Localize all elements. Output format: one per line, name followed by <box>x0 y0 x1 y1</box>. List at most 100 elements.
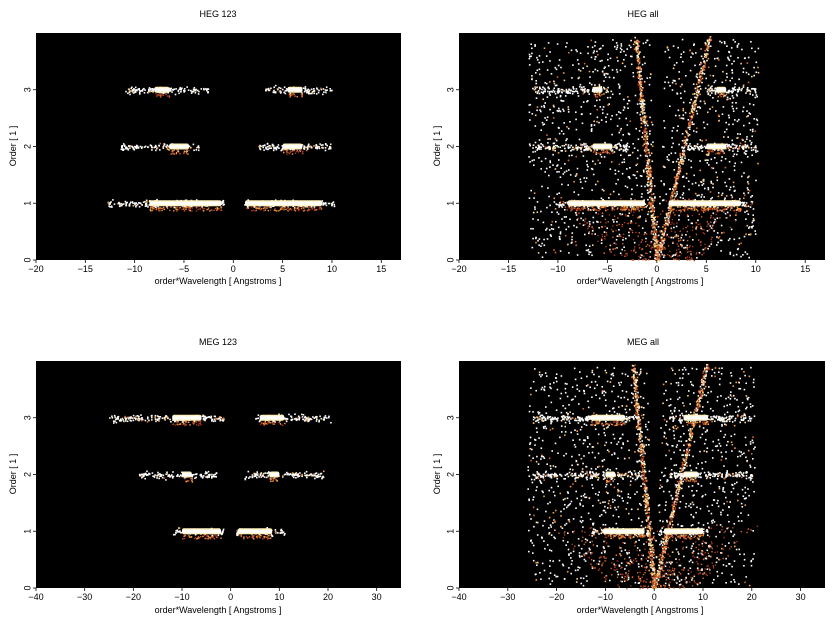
fan-point <box>601 233 603 236</box>
band-point <box>587 91 589 93</box>
scatter-point <box>731 63 733 65</box>
fan-point <box>746 210 749 212</box>
scatter-point <box>546 227 548 230</box>
fan-point <box>661 254 663 256</box>
fan-point <box>622 243 624 245</box>
scatter-point <box>672 45 675 47</box>
scatter-point <box>753 66 755 69</box>
scatter-point <box>709 225 712 227</box>
band-fringe <box>168 96 171 98</box>
scatter-point <box>678 214 680 217</box>
wedge-point <box>640 87 642 89</box>
band-point <box>148 204 151 206</box>
scatter-point <box>582 224 585 226</box>
wedge-point <box>648 184 650 187</box>
band-fringe <box>712 208 714 211</box>
scatter-point <box>742 106 745 109</box>
wedge-point <box>668 205 670 208</box>
scatter-point <box>620 43 623 45</box>
band-point <box>180 91 182 93</box>
scatter-point <box>747 183 750 185</box>
wedge-point <box>657 256 659 258</box>
scatter-point <box>746 187 749 189</box>
band-fringe <box>696 206 699 208</box>
band-fringe <box>296 96 298 98</box>
band-point <box>625 144 628 146</box>
scatter-point <box>587 147 589 150</box>
band-point <box>631 206 634 208</box>
band-point <box>279 87 282 90</box>
y-tick-label: 3 <box>445 87 455 92</box>
scatter-point <box>736 88 739 91</box>
band-point <box>746 88 748 91</box>
x-tick-label: 5 <box>280 264 285 274</box>
wedge-point <box>637 84 640 86</box>
wedge-point <box>652 210 654 212</box>
scatter-point <box>642 169 645 172</box>
band-fringe <box>183 208 185 210</box>
wedge-point <box>667 212 670 215</box>
wedge-point <box>699 76 701 79</box>
scatter-point <box>676 92 678 95</box>
scatter-point <box>547 187 549 189</box>
fan-point <box>621 254 623 256</box>
scatter-point <box>597 221 599 223</box>
band-point <box>689 148 691 151</box>
scatter-point <box>563 79 566 82</box>
fan-point <box>645 218 647 220</box>
band-point <box>108 203 111 205</box>
scatter-point <box>553 249 555 251</box>
band-point <box>620 148 623 150</box>
wedge-point <box>637 57 639 60</box>
x-tick-label: −5 <box>179 264 189 274</box>
band-fringe <box>701 206 703 209</box>
scatter-point <box>753 74 755 77</box>
fan-point <box>597 213 600 215</box>
scatter-point <box>755 94 758 96</box>
scatter-point <box>564 234 567 237</box>
scatter-point <box>675 234 678 236</box>
band-fringe <box>671 209 673 211</box>
scatter-point <box>690 166 693 169</box>
band-point <box>134 203 136 206</box>
scatter-point <box>558 127 560 129</box>
band-point <box>281 88 284 91</box>
scatter-point <box>629 120 632 122</box>
scatter-point <box>594 41 597 43</box>
band-fringe <box>292 94 294 96</box>
scatter-point <box>631 55 633 58</box>
wedge-point <box>683 150 686 152</box>
wedge-point <box>653 242 656 245</box>
wedge-point <box>639 82 641 85</box>
scatter-point <box>752 225 754 227</box>
band-fringe <box>212 536 214 538</box>
scatter-point <box>687 215 689 218</box>
band-point <box>321 146 323 149</box>
band-point <box>576 149 578 151</box>
scatter-point <box>734 83 737 85</box>
scatter-point <box>553 142 556 144</box>
band-point <box>273 89 275 92</box>
band-point <box>145 205 148 207</box>
wedge-point <box>650 167 652 170</box>
band-peak-core <box>245 201 322 205</box>
scatter-point <box>680 236 683 239</box>
band-point <box>122 148 124 150</box>
scatter-point <box>707 111 709 114</box>
band-fringe <box>716 209 718 212</box>
wedge-point <box>645 127 648 130</box>
fan-point <box>635 222 637 224</box>
fan-point <box>648 245 651 247</box>
scatter-point <box>678 143 680 146</box>
wedge-point <box>661 246 664 248</box>
fan-point <box>605 246 607 248</box>
scatter-point <box>587 165 589 168</box>
band-point <box>265 147 267 149</box>
fan-point <box>678 259 680 261</box>
band-point <box>316 87 318 89</box>
chart-title: MEG 123 <box>199 337 237 347</box>
wedge-point <box>657 254 659 257</box>
band-point <box>148 90 150 92</box>
band-point <box>575 146 577 148</box>
